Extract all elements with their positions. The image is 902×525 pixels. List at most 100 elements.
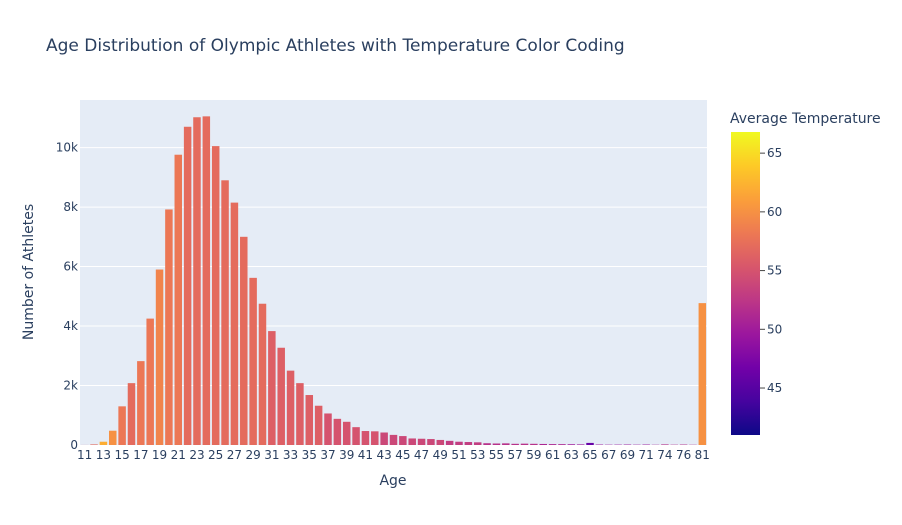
- bar-age-55: [492, 443, 501, 445]
- x-tick-label: 53: [470, 448, 485, 462]
- x-tick-label: 35: [302, 448, 317, 462]
- bar-age-56: [502, 443, 510, 445]
- bar-age-49: [436, 439, 445, 445]
- bar-age-47: [417, 438, 426, 445]
- bar-age-16: [127, 383, 136, 445]
- bar-age-17: [137, 361, 145, 445]
- x-tick-label: 25: [208, 448, 223, 462]
- x-tick-label: 39: [339, 448, 354, 462]
- x-tick-label: 31: [264, 448, 279, 462]
- x-tick-label: 15: [114, 448, 129, 462]
- bar-age-14: [109, 430, 117, 445]
- x-tick-label: 51: [451, 448, 466, 462]
- colorbar-tick-labels: 45 50 55 60 65: [760, 146, 782, 395]
- bar-age-54: [483, 443, 491, 445]
- x-tick-label: 29: [245, 448, 260, 462]
- bar-age-29: [249, 277, 257, 445]
- bar-age-20: [165, 209, 173, 445]
- bar-age-42: [371, 431, 379, 445]
- x-tick-label: 76: [676, 448, 691, 462]
- y-tick-label: 2k: [63, 379, 78, 393]
- bar-age-21: [174, 154, 183, 445]
- bar-age-35: [305, 395, 314, 445]
- bar-age-23: [193, 117, 201, 445]
- bar-age-59: [530, 443, 538, 445]
- bar-age-65: [586, 442, 594, 445]
- bars: [80, 116, 707, 446]
- colorbar-tick-label: 50: [767, 322, 782, 336]
- bar-age-31: [268, 331, 276, 445]
- bar-age-19: [155, 269, 164, 445]
- bar-age-24: [202, 116, 211, 446]
- x-tick-label: 63: [564, 448, 579, 462]
- x-tick-label: 45: [395, 448, 410, 462]
- bar-age-64: [576, 444, 585, 445]
- x-tick-label: 37: [320, 448, 335, 462]
- y-tick-label: 4k: [63, 319, 78, 333]
- bar-age-57: [511, 443, 519, 445]
- x-tick-labels: 11 13 15 17 19 21 23 25 27 29 31 33 35 37 39 41 43 45 47 49…: [77, 448, 710, 462]
- x-tick-label: 59: [526, 448, 541, 462]
- bar-age-58: [520, 443, 529, 445]
- colorbar-tick-label: 65: [767, 146, 782, 160]
- bar-age-43: [380, 432, 388, 445]
- colorbar-tick-label: 60: [767, 205, 782, 219]
- x-tick-label: 71: [639, 448, 654, 462]
- bar-age-32: [277, 347, 285, 445]
- x-tick-label: 67: [601, 448, 616, 462]
- bar-age-38: [333, 418, 342, 445]
- bar-age-46: [408, 438, 416, 445]
- colorbar: [731, 132, 760, 435]
- x-tick-label: 11: [77, 448, 92, 462]
- bar-age-34: [296, 383, 304, 445]
- x-tick-label: 65: [582, 448, 597, 462]
- y-tick-label: 8k: [63, 200, 78, 214]
- bar-age-41: [361, 431, 370, 445]
- bar-age-61: [548, 444, 557, 445]
- colorbar-tick-label: 55: [767, 264, 782, 278]
- bar-age-13: [99, 441, 108, 445]
- x-tick-label: 13: [96, 448, 111, 462]
- bar-age-25: [211, 146, 220, 445]
- bar-age-40: [352, 427, 360, 445]
- x-tick-label: 19: [152, 448, 167, 462]
- y-tick-labels: 0 2k 4k 6k 8k 10k: [56, 141, 78, 452]
- bar-age-50: [445, 440, 454, 445]
- x-tick-label: 74: [657, 448, 672, 462]
- bar-age-30: [258, 303, 267, 445]
- x-tick-label: 21: [171, 448, 186, 462]
- y-axis-title: Number of Athletes: [21, 204, 37, 340]
- bar-age-45: [399, 436, 407, 445]
- bar-age-74: [661, 444, 669, 445]
- x-tick-label: 23: [189, 448, 204, 462]
- y-tick-label: 10k: [56, 141, 78, 155]
- bar-age-81: [698, 303, 707, 445]
- bar-age-12: [90, 444, 98, 445]
- bar-age-53: [473, 442, 482, 445]
- x-tick-label: 49: [433, 448, 448, 462]
- y-tick-label: 0: [70, 438, 78, 452]
- bar-age-60: [539, 443, 547, 445]
- plot-area: [80, 100, 707, 445]
- bar-age-48: [427, 439, 435, 445]
- x-tick-label: 41: [358, 448, 373, 462]
- bar-age-52: [464, 442, 473, 445]
- x-tick-label: 33: [283, 448, 298, 462]
- bar-age-36: [314, 405, 323, 445]
- x-tick-label: 55: [489, 448, 504, 462]
- x-tick-label: 27: [227, 448, 242, 462]
- x-tick-label: 57: [508, 448, 523, 462]
- x-tick-label: 81: [695, 448, 710, 462]
- bar-age-27: [230, 202, 239, 445]
- colorbar-title: Average Temperature: [730, 111, 881, 127]
- bar-age-26: [221, 180, 229, 446]
- bar-age-51: [455, 441, 463, 445]
- bar-age-62: [558, 444, 566, 445]
- bar-age-39: [342, 421, 351, 445]
- x-tick-label: 17: [133, 448, 148, 462]
- bar-age-28: [240, 236, 248, 445]
- bar-age-15: [118, 406, 126, 445]
- y-tick-label: 6k: [63, 260, 78, 274]
- bar-age-22: [183, 126, 192, 446]
